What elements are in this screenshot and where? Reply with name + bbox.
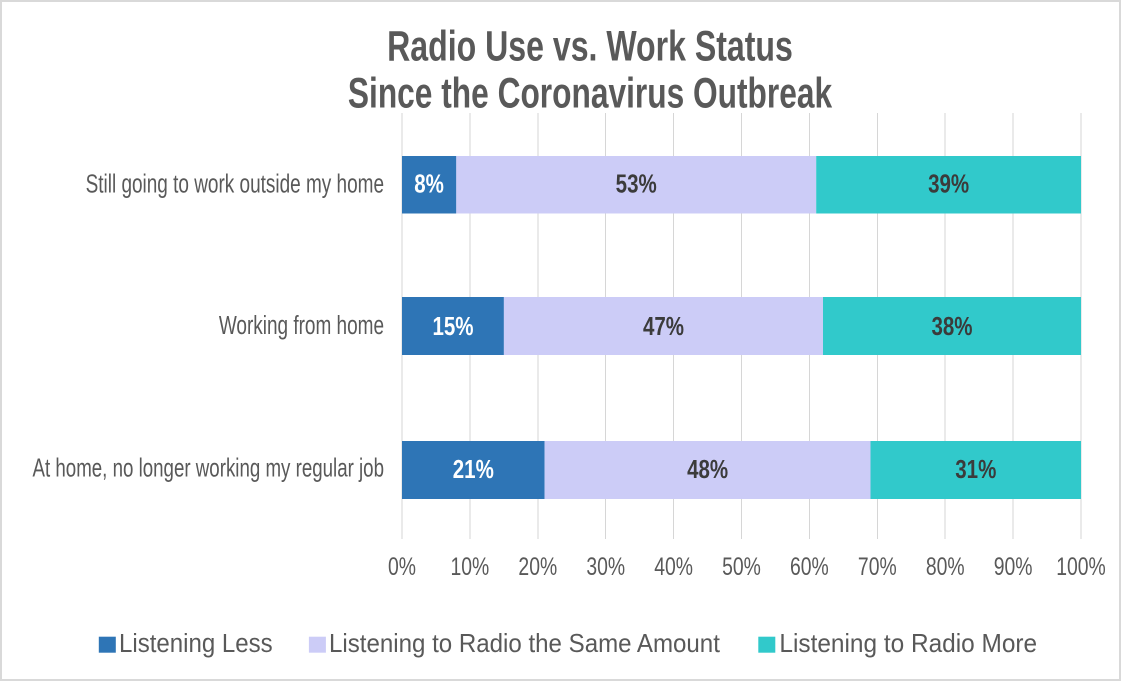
svg-text:Listening to Radio More: Listening to Radio More [779, 630, 1037, 659]
svg-text:10%: 10% [451, 553, 490, 581]
svg-text:At home, no longer working my: At home, no longer working my regular jo… [33, 452, 384, 482]
svg-text:Since the Coronavirus Outbreak: Since the Coronavirus Outbreak [348, 70, 833, 118]
svg-text:70%: 70% [858, 553, 897, 581]
svg-text:47%: 47% [643, 312, 684, 341]
svg-text:Listening to Radio the Same Am: Listening to Radio the Same Amount [329, 629, 720, 658]
svg-text:8%: 8% [414, 169, 444, 198]
svg-text:15%: 15% [432, 312, 473, 341]
svg-text:31%: 31% [955, 455, 996, 484]
svg-text:Still going to work outside my: Still going to work outside my home [86, 169, 384, 199]
svg-text:60%: 60% [790, 553, 829, 581]
svg-text:0%: 0% [388, 553, 416, 581]
svg-text:40%: 40% [654, 553, 693, 581]
svg-text:Radio Use vs. Work Status: Radio Use vs. Work Status [387, 23, 793, 71]
svg-text:90%: 90% [994, 553, 1033, 581]
svg-text:48%: 48% [687, 455, 728, 484]
svg-text:53%: 53% [616, 169, 657, 198]
svg-text:80%: 80% [926, 553, 965, 581]
svg-text:100%: 100% [1056, 553, 1106, 581]
svg-text:Working from home: Working from home [219, 310, 384, 340]
svg-text:Listening Less: Listening Less [119, 629, 273, 658]
svg-text:50%: 50% [722, 553, 761, 581]
svg-text:20%: 20% [518, 553, 557, 581]
svg-text:30%: 30% [586, 553, 625, 581]
svg-text:21%: 21% [453, 455, 494, 484]
svg-text:38%: 38% [931, 312, 972, 341]
svg-text:39%: 39% [928, 169, 969, 198]
